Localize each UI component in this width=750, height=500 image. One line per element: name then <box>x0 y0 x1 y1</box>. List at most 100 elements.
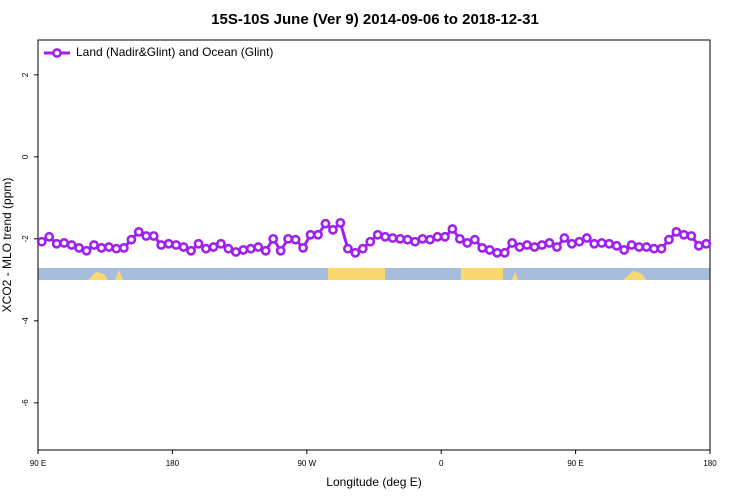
point <box>552 242 562 252</box>
x-tick-label: 90 E <box>30 459 46 468</box>
y-tick-label: 0 <box>21 154 30 159</box>
point <box>335 217 346 228</box>
land-ocean-strip <box>38 268 710 280</box>
y-tick-label: 2 <box>21 72 30 77</box>
point <box>148 231 159 241</box>
point <box>59 238 70 248</box>
point <box>664 234 674 245</box>
point <box>425 234 435 245</box>
legend-marker <box>52 48 62 58</box>
point <box>656 243 667 254</box>
point <box>410 236 420 247</box>
point <box>171 240 182 250</box>
point <box>74 242 84 253</box>
point <box>275 245 286 256</box>
point <box>574 236 585 247</box>
point <box>223 243 234 254</box>
land-band <box>328 268 385 280</box>
point <box>387 233 398 243</box>
point <box>245 243 256 254</box>
point <box>477 242 488 253</box>
point <box>36 236 47 247</box>
point <box>104 242 114 252</box>
point <box>305 229 316 240</box>
point <box>372 229 383 240</box>
point <box>432 231 443 242</box>
point <box>283 233 294 244</box>
land-patch <box>623 271 646 280</box>
point <box>581 233 592 243</box>
point <box>201 243 211 254</box>
point <box>671 226 682 237</box>
y-tick-label: -6 <box>21 399 30 407</box>
chart-title: 15S-10S June (Ver 9) 2014-09-06 to 2018-… <box>211 11 539 28</box>
point <box>395 233 406 244</box>
point <box>126 234 137 245</box>
point <box>499 247 510 258</box>
point <box>260 245 271 256</box>
x-tick-label: 90 W <box>297 459 316 468</box>
point <box>469 234 480 245</box>
point <box>313 229 323 240</box>
point <box>81 245 92 256</box>
point <box>178 242 189 252</box>
point <box>507 238 518 248</box>
point <box>290 234 301 245</box>
point <box>268 233 279 244</box>
point <box>611 240 622 251</box>
point <box>96 242 107 253</box>
point <box>111 243 122 254</box>
x-tick-label: 0 <box>439 459 444 468</box>
point <box>701 238 712 249</box>
point <box>51 238 62 249</box>
point <box>529 242 540 252</box>
point <box>156 240 167 250</box>
point <box>440 231 450 242</box>
land-patch <box>88 272 108 280</box>
point <box>208 242 219 252</box>
point <box>350 247 361 258</box>
point <box>544 238 555 248</box>
point <box>649 243 659 254</box>
point <box>537 240 547 250</box>
point <box>514 242 525 252</box>
point <box>163 238 174 249</box>
point <box>230 247 241 257</box>
point <box>626 240 637 250</box>
point <box>133 226 144 237</box>
point <box>454 233 465 244</box>
x-tick-label: 180 <box>703 459 717 468</box>
point <box>238 245 249 255</box>
point <box>66 240 77 250</box>
point <box>634 242 644 252</box>
point <box>328 224 338 235</box>
land-band <box>461 268 503 280</box>
x-tick-label: 180 <box>166 459 180 468</box>
point <box>186 245 196 256</box>
point <box>365 236 376 247</box>
point <box>619 245 630 255</box>
point <box>447 224 458 234</box>
point <box>492 247 503 258</box>
point <box>484 245 495 255</box>
x-axis-label: Longitude (deg E) <box>326 475 421 489</box>
point <box>298 242 308 253</box>
point <box>253 242 264 252</box>
point <box>141 231 152 241</box>
point <box>596 238 607 248</box>
land-patch <box>115 270 123 280</box>
point <box>402 234 413 245</box>
point <box>417 233 428 244</box>
point <box>589 238 600 249</box>
point <box>357 243 368 254</box>
point <box>193 238 204 249</box>
point <box>641 242 652 252</box>
point <box>44 231 55 242</box>
point <box>693 240 704 251</box>
y-tick-label: -4 <box>21 317 30 325</box>
point <box>559 233 570 243</box>
point <box>604 238 615 249</box>
point <box>380 231 391 242</box>
y-axis-label: XCO2 - MLO trend (ppm) <box>0 178 14 313</box>
